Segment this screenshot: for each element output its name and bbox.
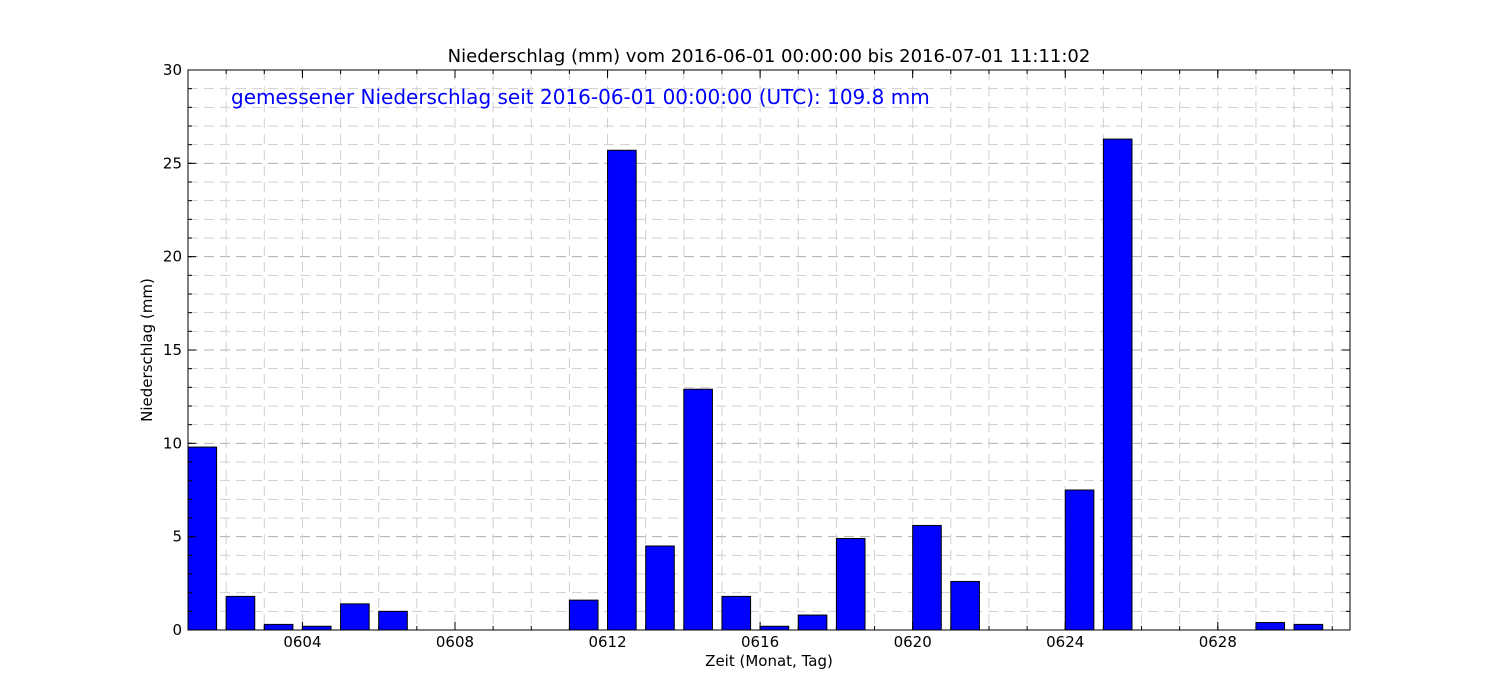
bar-0611: [568, 599, 599, 631]
bar-0621: [950, 580, 980, 631]
x-tick-label: 0624: [1046, 633, 1084, 651]
bar-0618: [835, 538, 866, 631]
bar-0624: [1064, 489, 1095, 631]
x-tick-label: 0608: [436, 633, 474, 651]
ticks: [188, 69, 1350, 631]
bar-0617: [797, 614, 828, 631]
y-tick-label: 20: [163, 248, 182, 266]
y-tick-label: 5: [172, 528, 182, 546]
x-tick-label: 0628: [1199, 633, 1237, 651]
total-annotation: gemessener Niederschlag seit 2016-06-01 …: [231, 85, 930, 109]
x-tick-label: 0604: [283, 633, 321, 651]
y-tick-label: 25: [163, 154, 182, 172]
x-tick-label: 0612: [588, 633, 626, 651]
x-tick-label: 0616: [741, 633, 779, 651]
y-tick-label: 10: [163, 434, 182, 452]
bar-0616: [759, 625, 790, 631]
bar-0630: [1293, 623, 1324, 631]
bar-0605: [340, 603, 370, 631]
y-tick-label: 15: [163, 341, 182, 359]
bar-0606: [378, 610, 408, 631]
bar-0612: [607, 149, 637, 631]
x-tick-labels: 0604 0608 0612 0616 0620 0624 0628: [283, 633, 1237, 651]
bar-0614: [683, 388, 713, 631]
bar-0602: [225, 595, 256, 631]
y-tick-labels: 0 5 10 15 20 25 30: [163, 61, 182, 639]
bar-0603: [263, 623, 294, 631]
bar-0620: [912, 524, 942, 631]
y-axis-title: Niederschlag (mm): [138, 278, 156, 422]
bars: [187, 138, 1324, 631]
bar-0625: [1102, 138, 1133, 631]
x-tick-label: 0620: [894, 633, 932, 651]
bar-0604: [301, 625, 332, 631]
bar-0615: [721, 595, 752, 631]
chart-title: Niederschlag (mm) vom 2016-06-01 00:00:0…: [448, 46, 1091, 67]
x-axis-title: Zeit (Monat, Tag): [705, 652, 833, 670]
bar-0601: [187, 446, 218, 631]
grid: [188, 70, 1350, 630]
bar-0629: [1255, 622, 1286, 631]
y-tick-label: 30: [163, 61, 182, 79]
bar-0613: [645, 545, 675, 631]
y-tick-label: 0: [172, 621, 182, 639]
